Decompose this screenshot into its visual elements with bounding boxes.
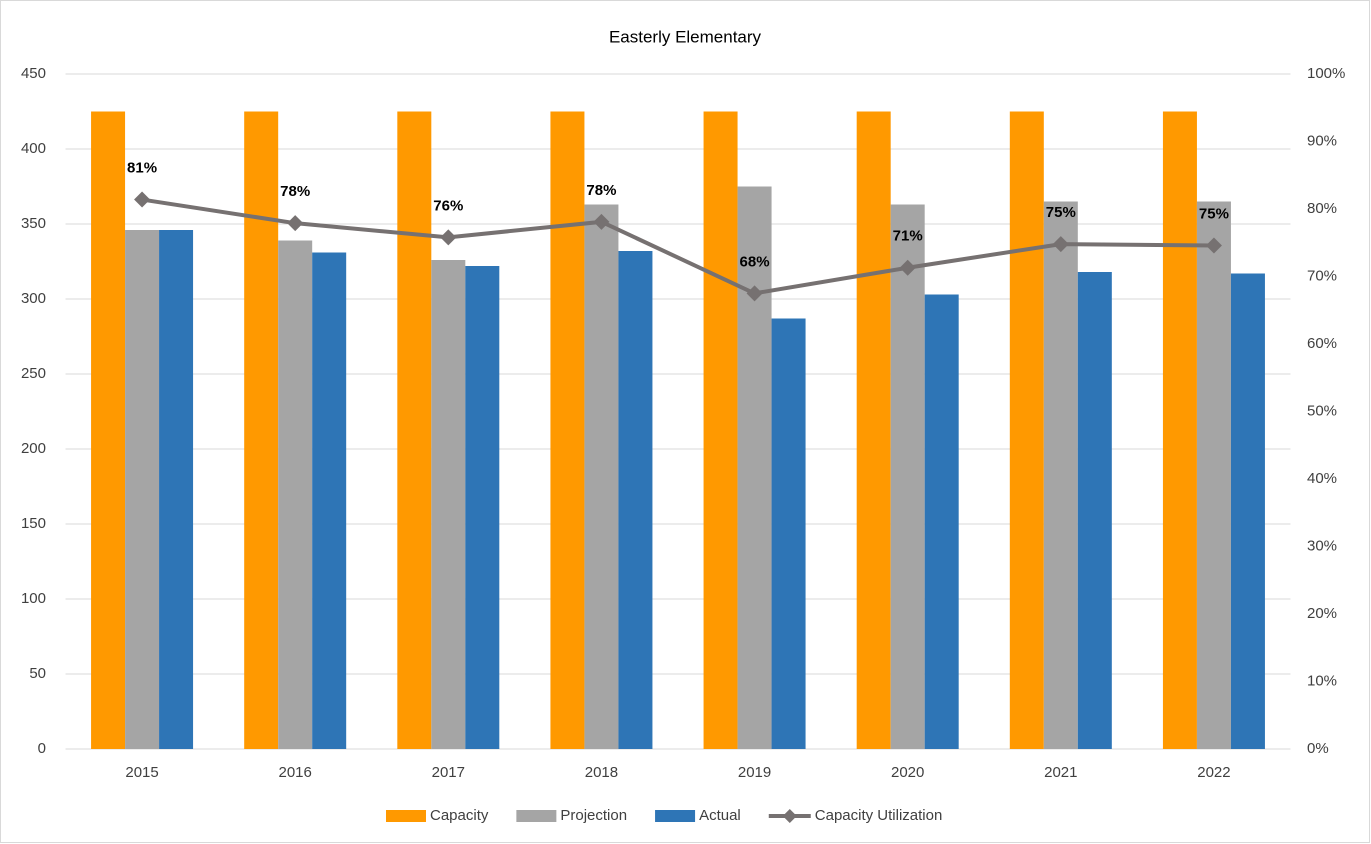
data-label: 68% [740, 253, 770, 270]
bar [737, 186, 772, 749]
bar [1230, 273, 1265, 749]
y2-tick-label: 100% [1307, 65, 1345, 82]
bar [924, 294, 959, 749]
bar [159, 230, 194, 749]
bar [550, 111, 585, 749]
y2-tick-label: 50% [1307, 402, 1337, 419]
legend-label: Projection [560, 807, 627, 824]
x-tick-label: 2019 [738, 764, 771, 781]
bar [703, 111, 738, 749]
line-marker [593, 213, 610, 230]
line [141, 197, 1214, 296]
y-tick-label: 450 [21, 65, 46, 82]
data-label: 78% [280, 183, 310, 200]
legend-marker [782, 809, 797, 823]
legend-label: Capacity [430, 807, 489, 824]
line-marker [440, 229, 457, 246]
y2-tick-label: 60% [1307, 335, 1337, 352]
y-tick-label: 0 [38, 740, 46, 757]
line-marker [1205, 237, 1222, 254]
bar [431, 260, 466, 749]
data-label: 76% [433, 197, 463, 214]
y2-tick-label: 30% [1307, 537, 1337, 554]
y-tick-label: 250 [21, 365, 46, 382]
line-marker [287, 215, 304, 232]
y-tick-label: 150 [21, 515, 46, 532]
y2-tick-label: 70% [1307, 267, 1337, 284]
data-label: 75% [1199, 205, 1229, 222]
bar [1043, 201, 1078, 749]
bar [1196, 201, 1231, 749]
bar [278, 240, 313, 749]
bar [312, 252, 347, 749]
bar [465, 266, 500, 749]
y-tick-label: 100 [21, 590, 46, 607]
line-marker [746, 285, 763, 302]
y2-tick-label: 80% [1307, 200, 1337, 217]
y2-tick-label: 20% [1307, 605, 1337, 622]
y2-tick-label: 10% [1307, 672, 1337, 689]
y-tick-label: 300 [21, 290, 46, 307]
legend-label: Actual [699, 807, 741, 824]
y2-tick-label: 0% [1307, 740, 1329, 757]
bar [890, 204, 925, 749]
bar [125, 230, 160, 749]
chart-title: Easterly Elementary [609, 27, 762, 46]
bar [1077, 272, 1112, 749]
y-tick-label: 50 [29, 665, 46, 682]
legend-label: Capacity Utilization [815, 807, 943, 824]
legend-swatch [386, 810, 426, 822]
x-tick-label: 2018 [585, 764, 618, 781]
y2-tick-label: 40% [1307, 470, 1337, 487]
y-tick-label: 350 [21, 215, 46, 232]
data-label: 71% [893, 228, 923, 245]
bar [397, 111, 432, 749]
legend-swatch [655, 810, 696, 822]
y2-tick-label: 90% [1307, 132, 1337, 149]
x-tick-label: 2016 [279, 764, 312, 781]
bar [1162, 111, 1197, 749]
x-tick-label: 2020 [891, 764, 924, 781]
bar [618, 251, 653, 749]
y-tick-label: 400 [21, 140, 46, 157]
x-tick-label: 2021 [1044, 764, 1077, 781]
bar [856, 111, 891, 749]
line-marker [134, 191, 151, 208]
data-label: 75% [1046, 204, 1076, 221]
legend-swatch [516, 810, 557, 822]
bar [584, 204, 619, 749]
data-label: 81% [127, 160, 157, 177]
x-tick-label: 2022 [1197, 764, 1230, 781]
x-tick-label: 2015 [125, 764, 158, 781]
bar [771, 318, 806, 749]
bar [244, 111, 279, 749]
bar [1009, 111, 1044, 749]
bar [91, 111, 126, 749]
data-label: 78% [586, 182, 616, 199]
x-tick-label: 2017 [432, 764, 465, 781]
line-marker [899, 259, 916, 276]
line-marker [1052, 236, 1069, 253]
y-tick-label: 200 [21, 440, 46, 457]
